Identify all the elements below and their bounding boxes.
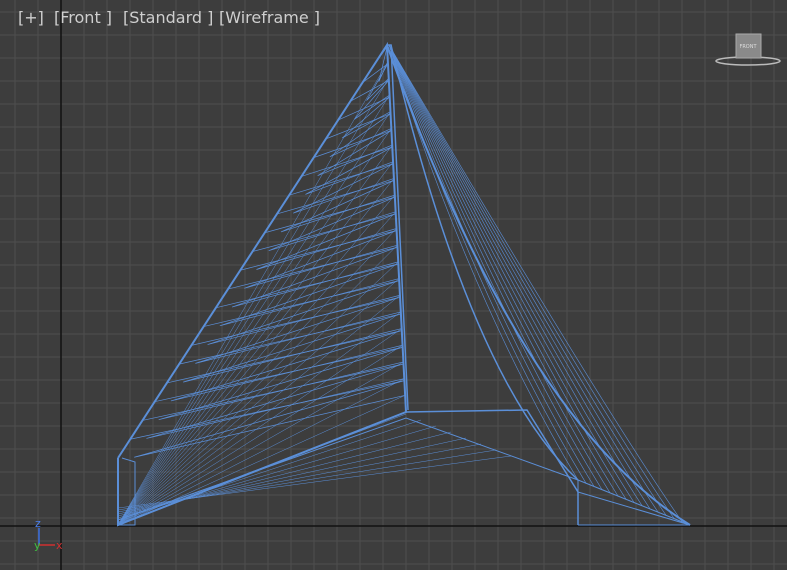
- mesh-edge: [215, 263, 400, 327]
- mesh-edge: [117, 345, 403, 526]
- mesh-edge: [388, 44, 611, 493]
- mesh-edge: [388, 44, 675, 519]
- axis-x: x: [56, 539, 63, 552]
- mesh-edge: [313, 130, 393, 176]
- mesh-edge: [388, 44, 651, 509]
- mesh-edge: [117, 311, 401, 526]
- axis-y: y: [34, 539, 41, 552]
- mesh-edge: [264, 196, 396, 252]
- mesh-edge: [388, 44, 619, 497]
- mesh-edge: [117, 278, 400, 526]
- mesh-edge: [117, 378, 405, 526]
- mesh-edge: [276, 180, 395, 233]
- mesh-edge: [388, 44, 683, 522]
- mesh-edge: [388, 44, 603, 490]
- mesh-edge: [117, 455, 512, 509]
- axis-tripod: z y x: [34, 517, 63, 552]
- axis-z: z: [35, 517, 41, 530]
- mesh-edge: [117, 144, 393, 526]
- viewport-menu[interactable]: [+]: [18, 8, 44, 27]
- mesh-edge: [388, 44, 643, 506]
- mesh-edge: [117, 261, 399, 526]
- mesh-edge: [117, 443, 482, 513]
- viewcube-face: FRONT: [739, 44, 757, 50]
- mesh-edge: [388, 44, 635, 503]
- mesh-edge: [166, 330, 403, 402]
- viewcube: FRONT: [715, 33, 781, 66]
- mesh-edge: [117, 431, 452, 517]
- mesh-edge: [362, 63, 389, 101]
- mesh-edge: [117, 245, 398, 526]
- display-label[interactable]: [Wireframe ]: [219, 8, 320, 27]
- mesh-edge: [240, 230, 398, 289]
- mesh-edge: [388, 44, 667, 516]
- mesh-edge: [130, 380, 406, 458]
- mesh-edge: [388, 44, 627, 500]
- mesh-edge: [117, 228, 397, 526]
- mesh-edge: [117, 449, 497, 511]
- mesh-edge: [388, 44, 587, 484]
- mesh-edge: [117, 295, 401, 526]
- mesh-edge: [117, 194, 395, 526]
- mesh-edge: [227, 246, 399, 308]
- mesh-edge: [117, 128, 392, 526]
- mesh-edge: [325, 113, 392, 158]
- shading-label[interactable]: [Standard ]: [123, 8, 214, 27]
- mesh-edge: [117, 361, 404, 526]
- mesh-edge: [388, 44, 659, 513]
- mesh-edge: [388, 44, 595, 487]
- mesh-edge: [117, 161, 394, 526]
- mesh-edge: [117, 94, 390, 526]
- mesh-edge: [289, 163, 395, 214]
- mesh-edge: [117, 178, 395, 526]
- mesh-edge: [117, 61, 389, 526]
- mesh-edge: [179, 313, 402, 383]
- mesh-edge: [117, 111, 391, 526]
- mesh-edge: [203, 280, 401, 345]
- mesh-edge: [191, 296, 401, 364]
- view-label[interactable]: [Front ]: [54, 8, 113, 27]
- mesh-edge: [337, 96, 391, 139]
- mesh-edge: [117, 211, 396, 526]
- mesh-edge: [388, 44, 579, 481]
- mesh-edge: [301, 146, 394, 195]
- mesh-edge: [350, 80, 390, 120]
- wireframe-mesh: [117, 41, 691, 527]
- mesh-edge: [252, 213, 397, 270]
